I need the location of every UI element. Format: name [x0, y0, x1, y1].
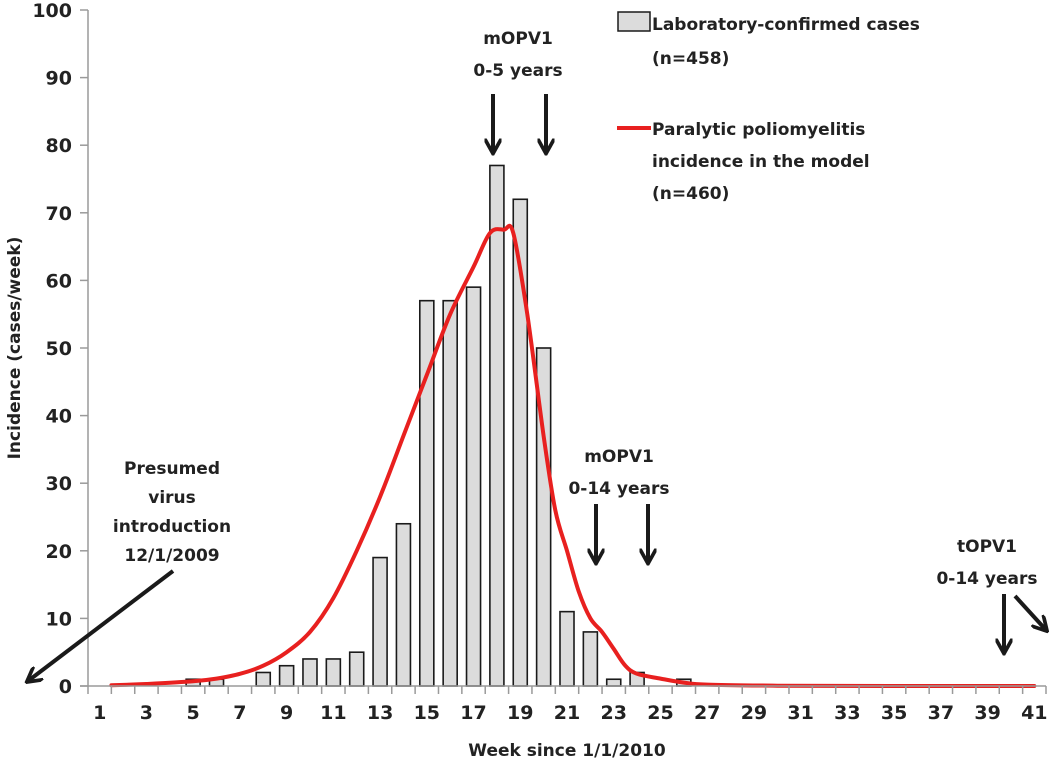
x-tick-label: 11	[320, 702, 346, 724]
x-tick-label: 35	[881, 702, 907, 724]
bar-week-16	[442, 299, 458, 687]
y-tick-label: 100	[32, 0, 72, 22]
x-tick-label: 41	[1021, 702, 1047, 724]
y-tick-label: 20	[46, 541, 72, 563]
y-tick-label: 80	[46, 135, 72, 157]
annotation-topv1-0-14: tOPV1 0-14 years	[936, 537, 1046, 652]
bar-week-17	[465, 286, 482, 687]
annotation-label: mOPV1	[483, 29, 553, 49]
x-tick-label: 15	[414, 702, 440, 724]
y-tick-label: 40	[46, 406, 72, 428]
bar-week-23	[605, 678, 622, 687]
x-tick-label: 5	[187, 702, 200, 724]
annotation-mopv1-0-14: mOPV1 0-14 years	[568, 447, 670, 562]
x-tick-label: 7	[233, 702, 246, 724]
x-tick-label: 1	[93, 702, 106, 724]
y-tick-label: 0	[59, 676, 72, 698]
bar-week-11	[325, 658, 342, 687]
bar-week-18	[489, 164, 505, 687]
legend-swatch-bar	[617, 11, 651, 32]
bars-group	[185, 164, 692, 687]
annotation-label: 0-14 years	[936, 569, 1037, 589]
arrow-diagonal-icon	[1013, 594, 1046, 630]
bar-week-8	[255, 671, 272, 687]
y-tick-label: 70	[46, 203, 72, 225]
annotation-virus-introduction: Presumed virus introduction 12/1/2009	[28, 459, 231, 681]
annotation-label: mOPV1	[584, 447, 654, 467]
y-tick-label: 90	[46, 68, 72, 90]
bar-week-22	[582, 631, 599, 687]
x-tick-label: 25	[647, 702, 673, 724]
annotation-label: 0-14 years	[568, 479, 669, 499]
annotation-label: Presumed	[124, 459, 220, 479]
x-tick-label: 33	[834, 702, 860, 724]
legend: Laboratory-confirmed cases (n=458) Paral…	[617, 11, 920, 204]
bar-week-9	[278, 664, 295, 687]
annotation-label: virus	[148, 488, 196, 508]
y-ticks-group: 0 10 20 30 40 50 60 70 80 90 100	[32, 0, 88, 698]
x-tick-label: 17	[460, 702, 486, 724]
bar-week-14	[395, 522, 412, 687]
legend-label-line-2: incidence in the model	[652, 152, 870, 172]
model-incidence-line	[109, 223, 1037, 689]
annotation-mopv1-0-5: mOPV1 0-5 years	[473, 29, 563, 152]
y-tick-label: 60	[46, 270, 72, 292]
legend-label-bars-n: (n=458)	[652, 49, 729, 69]
bar-week-10	[302, 658, 318, 687]
x-axis-title: Week since 1/1/2010	[468, 741, 666, 761]
x-tick-label: 19	[507, 702, 533, 724]
bar-week-12	[348, 651, 365, 687]
x-tick-label: 13	[367, 702, 393, 724]
legend-label-bars: Laboratory-confirmed cases	[652, 15, 920, 35]
x-tick-label: 27	[694, 702, 720, 724]
legend-label-line-3: (n=460)	[652, 184, 729, 204]
x-tick-label: 37	[928, 702, 954, 724]
y-axis-title: Incidence (cases/week)	[5, 237, 25, 460]
annotation-label: 12/1/2009	[124, 546, 219, 566]
bar-week-13	[372, 556, 388, 687]
annotation-label: introduction	[113, 517, 231, 537]
y-tick-label: 30	[46, 473, 72, 495]
y-tick-label: 10	[46, 608, 72, 630]
x-tick-label: 9	[280, 702, 293, 724]
x-ticks-group: 1 3 5 7 9 11 13 15 17 19 21 23 25 27 29 31 33 35 37 39 41	[87, 686, 1048, 724]
x-tick-label: 21	[554, 702, 580, 724]
x-tick-label: 39	[974, 702, 1000, 724]
x-tick-label: 23	[601, 702, 627, 724]
bar-week-21	[559, 610, 575, 687]
annotation-label: 0-5 years	[473, 61, 562, 81]
x-tick-label: 29	[741, 702, 767, 724]
legend-label-line-1: Paralytic poliomyelitis	[652, 120, 865, 140]
arrow-diagonal-icon	[28, 569, 175, 681]
x-tick-label: 31	[787, 702, 813, 724]
annotation-label: tOPV1	[957, 537, 1017, 557]
x-tick-label: 3	[140, 702, 153, 724]
y-tick-label: 50	[46, 338, 72, 360]
